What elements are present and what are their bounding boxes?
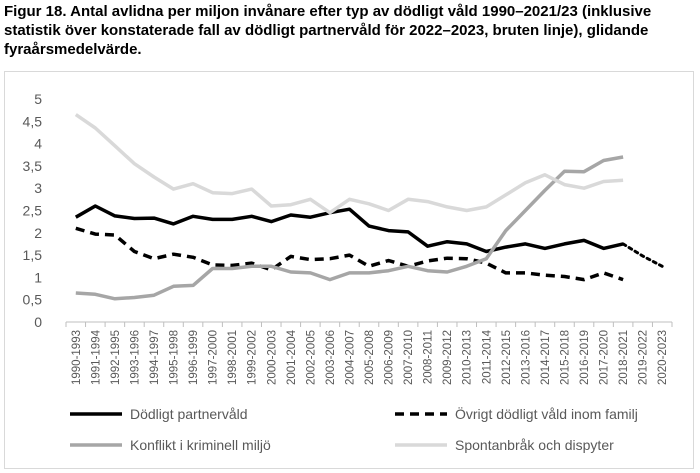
x-tick-label: 2008-2011: [423, 330, 435, 384]
x-tick-label: 1999-2002: [247, 330, 259, 385]
x-tick-label: 2010-2013: [462, 330, 474, 385]
series-line-dodligt-partnervald-2022-2023: [621, 242, 664, 268]
y-tick-label: 2,5: [23, 203, 43, 219]
y-tick-label: 3: [34, 180, 42, 196]
y-tick-label: 0: [34, 314, 42, 330]
x-tick-label: 2011-2014: [481, 329, 493, 384]
x-tick-label: 1994-1997: [149, 330, 161, 385]
x-tick-label: 2018-2021: [618, 330, 630, 385]
x-tick-label: 1995-1998: [169, 330, 181, 385]
x-tick-label: 2012-2015: [501, 330, 513, 385]
y-tick-label: 2: [34, 225, 42, 241]
x-tick-label: 2006-2009: [384, 330, 396, 385]
x-tick-label: 1991-1994: [90, 329, 102, 385]
chart-frame: [4, 71, 694, 469]
x-tick-label: 1993-1996: [129, 330, 141, 385]
x-tick-label: 2009-2012: [442, 330, 454, 385]
x-tick-label: 2020-2023: [657, 330, 669, 385]
y-tick-label: 3,5: [23, 158, 43, 174]
chart-title: Figur 18. Antal avlidna per miljon invån…: [4, 3, 652, 58]
legend-label-spontanbrak-och-dispyter: Spontanbråk och dispyter: [455, 437, 614, 453]
x-tick-label: 1996-1999: [188, 330, 200, 385]
series-line-ovrigt-dodligt-vald-inom-familj: [75, 226, 624, 282]
series-line-dodligt-partnervald: [74, 204, 624, 254]
y-axis: 0 0,5 1 1,5 2 2,5 3 3,5 4 4,5 5: [23, 91, 43, 330]
x-tick-label: 2017-2020: [599, 330, 611, 385]
y-tick-label: 0,5: [23, 292, 43, 308]
x-tick-label: 2002-2005: [305, 330, 317, 385]
x-tick-label: 2013-2016: [520, 330, 532, 385]
x-tick-label: 1997-2000: [208, 330, 220, 385]
y-tick-label: 1,5: [23, 247, 43, 263]
series-line-spontanbrak-och-dispyter: [74, 113, 624, 215]
series-line-konflikt-i-kriminell-miljo: [75, 155, 624, 301]
x-tick-label: 1990-1993: [71, 330, 83, 385]
legend-label-ovrigt-dodligt-vald-inom-familj: Övrigt dödligt våld inom familj: [455, 405, 638, 422]
y-tick-label: 4,5: [23, 113, 43, 129]
x-tick-label: 2001-2004: [286, 329, 298, 385]
x-tick-label: 1992-1995: [110, 330, 122, 385]
x-tick-label: 1998-2001: [227, 330, 239, 385]
x-tick-label: 2015-2018: [559, 330, 571, 385]
x-tick-label: 2019-2022: [638, 330, 650, 385]
y-tick-label: 5: [34, 91, 42, 107]
x-tick-label: 2004-2007: [344, 330, 356, 385]
series-lines: [74, 113, 664, 301]
legend-label-konflikt-i-kriminell-miljo: Konflikt i kriminell miljö: [130, 437, 271, 453]
x-tick-label: 2014-2017: [540, 330, 552, 385]
legend-label-dodligt-partnervald: Dödligt partnervåld: [130, 406, 248, 422]
x-tick-label: 2000-2003: [266, 330, 278, 385]
y-tick-label: 1: [34, 269, 42, 285]
x-tick-label: 2005-2008: [364, 330, 376, 385]
x-tick-label: 2016-2019: [579, 330, 591, 385]
y-tick-label: 4: [34, 136, 42, 152]
x-tick-label: 2003-2006: [325, 330, 337, 385]
x-axis: 1990-1993 1991-1994 1992-1995 1993-1996 1994…: [65, 321, 673, 385]
x-tick-label: 2007-2010: [403, 330, 415, 385]
legend: Dödligt partnervåld Övrigt dödligt våld i…: [70, 405, 638, 453]
